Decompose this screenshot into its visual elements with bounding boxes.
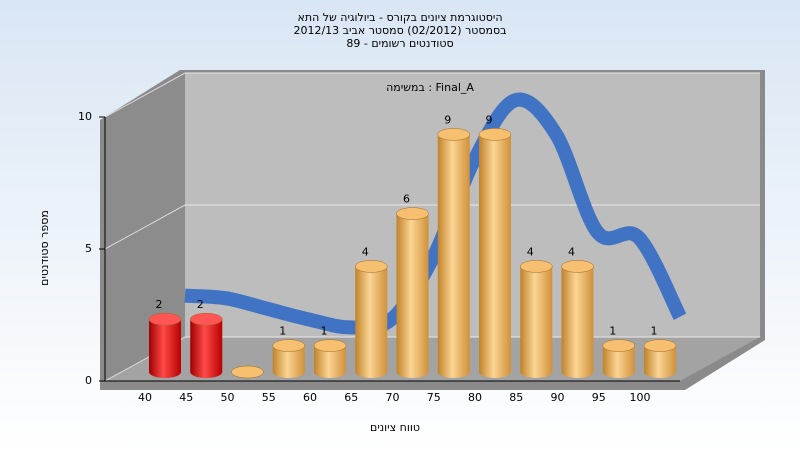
bar-body xyxy=(272,345,305,378)
bar-body xyxy=(149,319,181,378)
bar-body xyxy=(520,266,553,378)
bar-top xyxy=(478,128,512,141)
x-tick-label: 75 xyxy=(427,391,441,404)
x-tick-label: 60 xyxy=(303,391,317,404)
grid xyxy=(104,72,760,382)
bar xyxy=(272,339,305,378)
chart-title: סטודנטים רשומים - 89 xyxy=(346,37,453,50)
bar-top xyxy=(231,365,264,379)
x-tick-label: 80 xyxy=(468,391,482,404)
data-label: 4 xyxy=(568,245,575,258)
bar-top xyxy=(396,207,429,220)
x-tick-label: 90 xyxy=(551,391,565,404)
bar xyxy=(396,207,429,378)
chart-title: בסמסטר (02/2012) סמסטר אביב 2012/13 xyxy=(293,24,506,37)
data-label: 1 xyxy=(609,325,616,338)
data-label: 1 xyxy=(279,325,286,338)
bar-body xyxy=(190,319,223,378)
bar-body xyxy=(479,134,511,378)
bar-body xyxy=(314,345,346,378)
x-axis-label: טווח ציונים xyxy=(370,421,420,434)
data-label: 9 xyxy=(444,113,451,126)
bar-top xyxy=(602,339,635,352)
x-tick-label: 70 xyxy=(386,391,400,404)
data-label: 2 xyxy=(197,298,204,311)
bar-top xyxy=(148,312,182,326)
bar xyxy=(643,339,677,378)
x-tick-label: 55 xyxy=(262,391,276,404)
x-tick-label: 50 xyxy=(221,391,235,404)
data-label: 1 xyxy=(651,325,658,338)
bar xyxy=(561,260,594,378)
grid-line xyxy=(104,72,186,118)
bar-body xyxy=(355,266,388,378)
bar-body xyxy=(437,134,470,378)
bar xyxy=(355,260,388,378)
bar-top xyxy=(643,339,677,352)
bar-top xyxy=(313,339,347,352)
bar xyxy=(148,312,182,378)
floor xyxy=(105,337,760,381)
bar-top xyxy=(520,260,553,273)
bar-body xyxy=(396,213,429,378)
chart-title: היסטוגרמת ציונים בקורס - ביולוגיה של התא xyxy=(297,11,502,24)
bar-body xyxy=(602,345,635,378)
x-tick-label: 85 xyxy=(509,391,523,404)
x-tick-label: 100 xyxy=(630,391,651,404)
bar xyxy=(520,260,553,378)
bar-body xyxy=(561,266,594,378)
data-label: 2 xyxy=(156,298,163,311)
x-tick-label: 65 xyxy=(344,391,358,404)
x-tick-label: 45 xyxy=(179,391,193,404)
y-tick-label: 10 xyxy=(78,110,92,123)
bar-body xyxy=(644,345,676,378)
bar-top xyxy=(561,260,594,273)
data-label: 6 xyxy=(403,193,410,206)
x-tick-label: 40 xyxy=(138,391,152,404)
bar xyxy=(231,365,264,379)
grid-line xyxy=(104,204,186,250)
bar xyxy=(437,128,470,378)
bar xyxy=(602,339,635,378)
bar-top xyxy=(437,128,470,141)
y-tick-label: 0 xyxy=(85,374,92,387)
data-label: 4 xyxy=(527,245,534,258)
y-tick-label: 5 xyxy=(85,242,92,255)
bar-top xyxy=(190,312,223,326)
data-label: 4 xyxy=(362,245,369,258)
bar xyxy=(190,312,223,378)
bar xyxy=(478,128,512,378)
data-label: 1 xyxy=(321,325,328,338)
annotation: במשימה : Final_A xyxy=(386,81,474,94)
y-axis-label: מספר סטודנטים xyxy=(38,210,51,286)
data-label: 9 xyxy=(486,113,493,126)
bars: 2 2 1 1 4 6 9 9 4 4 1 1 xyxy=(148,113,677,379)
bar xyxy=(313,339,347,378)
bar-top xyxy=(272,339,305,352)
x-tick-label: 95 xyxy=(592,391,606,404)
bar-top xyxy=(355,260,388,273)
